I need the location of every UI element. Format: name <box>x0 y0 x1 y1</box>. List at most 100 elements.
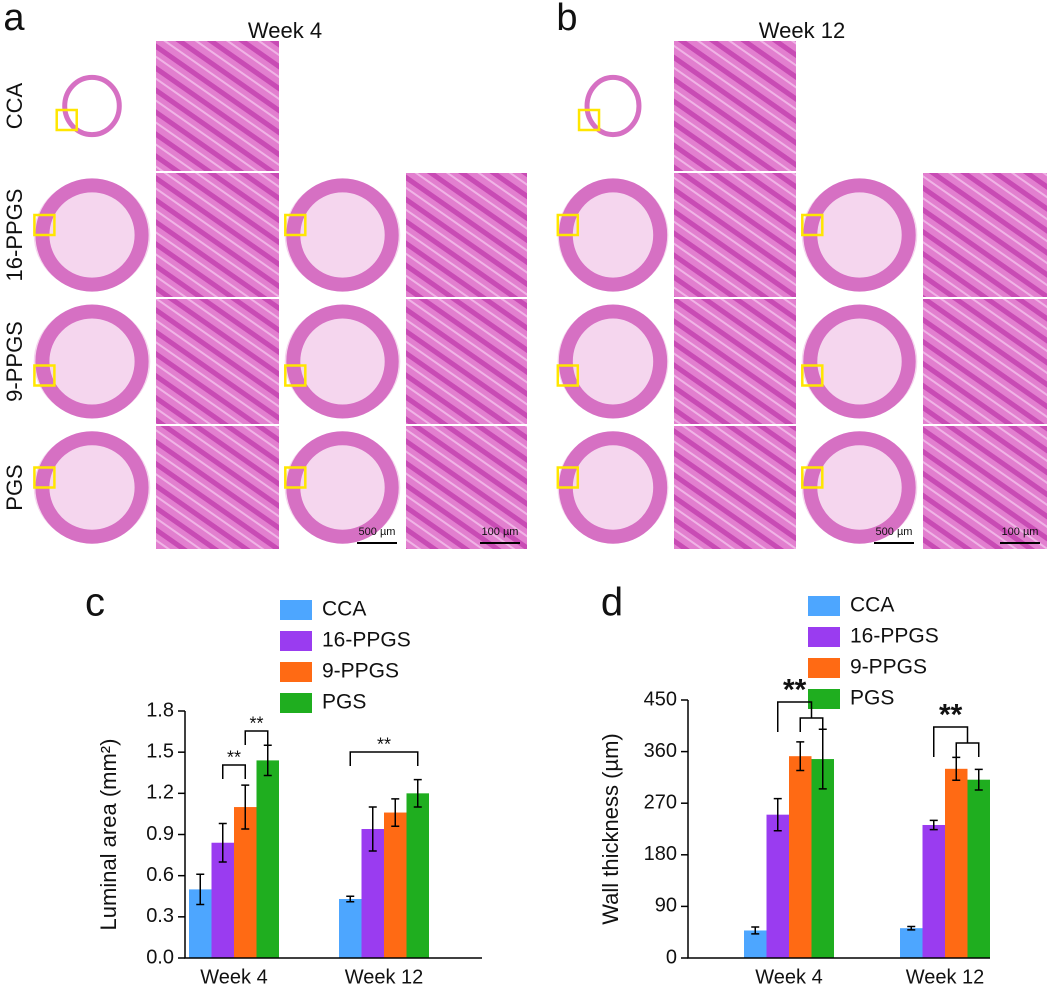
legend-swatch <box>808 596 840 616</box>
axes <box>687 700 990 959</box>
panel-label: c <box>85 581 105 625</box>
micrograph-zoom <box>156 299 279 424</box>
micrograph-zoom <box>674 426 796 549</box>
roi-box <box>33 466 56 489</box>
micrograph <box>554 41 672 171</box>
scale-bar-label: 100 µm <box>482 526 519 538</box>
y-tick-label: 360 <box>644 740 677 762</box>
tissue <box>557 179 669 291</box>
error-bar <box>796 741 805 772</box>
row-label: CCA <box>2 82 27 129</box>
tissue <box>557 432 669 543</box>
panel-title: Week 12 <box>759 18 845 43</box>
significance-bracket <box>955 742 980 757</box>
legend-label: CCA <box>322 598 366 621</box>
tissue <box>801 432 918 543</box>
row-label: 16-PPGS <box>2 189 27 282</box>
panel-label: b <box>556 0 577 39</box>
roi-box <box>55 108 78 132</box>
y-tick-label: 0.0 <box>146 946 174 968</box>
bar <box>945 768 968 958</box>
roi-box <box>33 364 56 387</box>
x-tick-label: Week 12 <box>906 966 985 987</box>
micrograph-zoom <box>923 426 1047 549</box>
significance-label: ** <box>783 673 807 706</box>
tissue <box>33 179 151 291</box>
scale-bar-label: 500 µm <box>359 526 396 538</box>
error-bar <box>346 895 355 903</box>
bar <box>789 756 812 958</box>
significance-label: ** <box>249 713 263 733</box>
significance-bracket <box>244 730 269 745</box>
roi-box <box>556 364 580 387</box>
legend-swatch <box>808 689 840 709</box>
error-bar <box>974 768 983 791</box>
axes <box>184 711 482 959</box>
error-bar <box>218 822 227 863</box>
roi-box <box>284 364 307 387</box>
legend-swatch <box>280 631 312 651</box>
micrograph-zoom <box>923 299 1047 424</box>
micrograph-zoom <box>406 426 527 549</box>
vessel-wall <box>286 304 399 419</box>
y-tick-label: 1.5 <box>146 740 174 762</box>
error-bar <box>952 756 961 782</box>
roi-box <box>556 213 580 237</box>
bar <box>766 814 789 958</box>
micrograph-zoom <box>406 173 527 297</box>
vessel-wall <box>803 304 916 419</box>
legend-label: CCA <box>850 594 894 617</box>
tissue <box>801 305 918 418</box>
legend-label: 16-PPGS <box>322 629 411 652</box>
tissue <box>284 305 401 418</box>
error-bar <box>413 778 422 808</box>
bar <box>967 779 990 958</box>
panel-label: d <box>601 581 623 625</box>
error-bar <box>391 798 400 828</box>
micrograph-zoom <box>156 426 279 549</box>
legend-swatch <box>808 627 840 647</box>
error-bar <box>241 784 250 830</box>
tissue <box>284 179 401 291</box>
y-tick-label: 90 <box>655 895 677 917</box>
legend-label: 16-PPGS <box>850 625 939 648</box>
tissue <box>801 179 918 291</box>
significance-bracket <box>777 701 813 732</box>
y-tick-label: 270 <box>644 791 677 813</box>
scale-bar-label: 500 µm <box>876 526 913 538</box>
x-tick-label: Week 12 <box>345 966 424 987</box>
roi-box <box>801 364 824 387</box>
bar <box>361 829 384 958</box>
tissue <box>284 432 401 543</box>
roi-box <box>284 213 307 237</box>
micrograph-zoom <box>674 41 796 171</box>
legend-swatch <box>280 693 312 713</box>
tissue <box>557 305 669 418</box>
bar <box>234 807 257 958</box>
y-axis-title: Wall thickness (µm) <box>598 733 623 925</box>
x-tick-label: Week 4 <box>755 966 822 987</box>
vessel-wall <box>558 304 668 419</box>
bar <box>922 824 945 958</box>
error-bar <box>929 819 938 831</box>
bar <box>744 930 767 958</box>
significance-label: ** <box>227 747 241 767</box>
x-tick-label: Week 4 <box>200 966 267 987</box>
significance-label: ** <box>377 734 391 754</box>
bar <box>900 928 923 958</box>
legend-label: 9-PPGS <box>322 660 399 683</box>
y-axis-title: Luminal area (mm²) <box>96 739 121 931</box>
legend-label: PGS <box>850 687 894 710</box>
micrograph <box>30 41 154 171</box>
y-tick-label: 450 <box>644 688 677 710</box>
error-bar <box>196 873 205 906</box>
y-tick-label: 0.3 <box>146 905 174 927</box>
micrograph-zoom <box>156 173 279 297</box>
bar <box>384 812 407 958</box>
bar <box>811 759 834 958</box>
significance-bracket <box>349 751 419 766</box>
scale-bar-label: 100 µm <box>1002 526 1039 538</box>
bar <box>211 842 234 958</box>
error-bar <box>368 806 377 852</box>
